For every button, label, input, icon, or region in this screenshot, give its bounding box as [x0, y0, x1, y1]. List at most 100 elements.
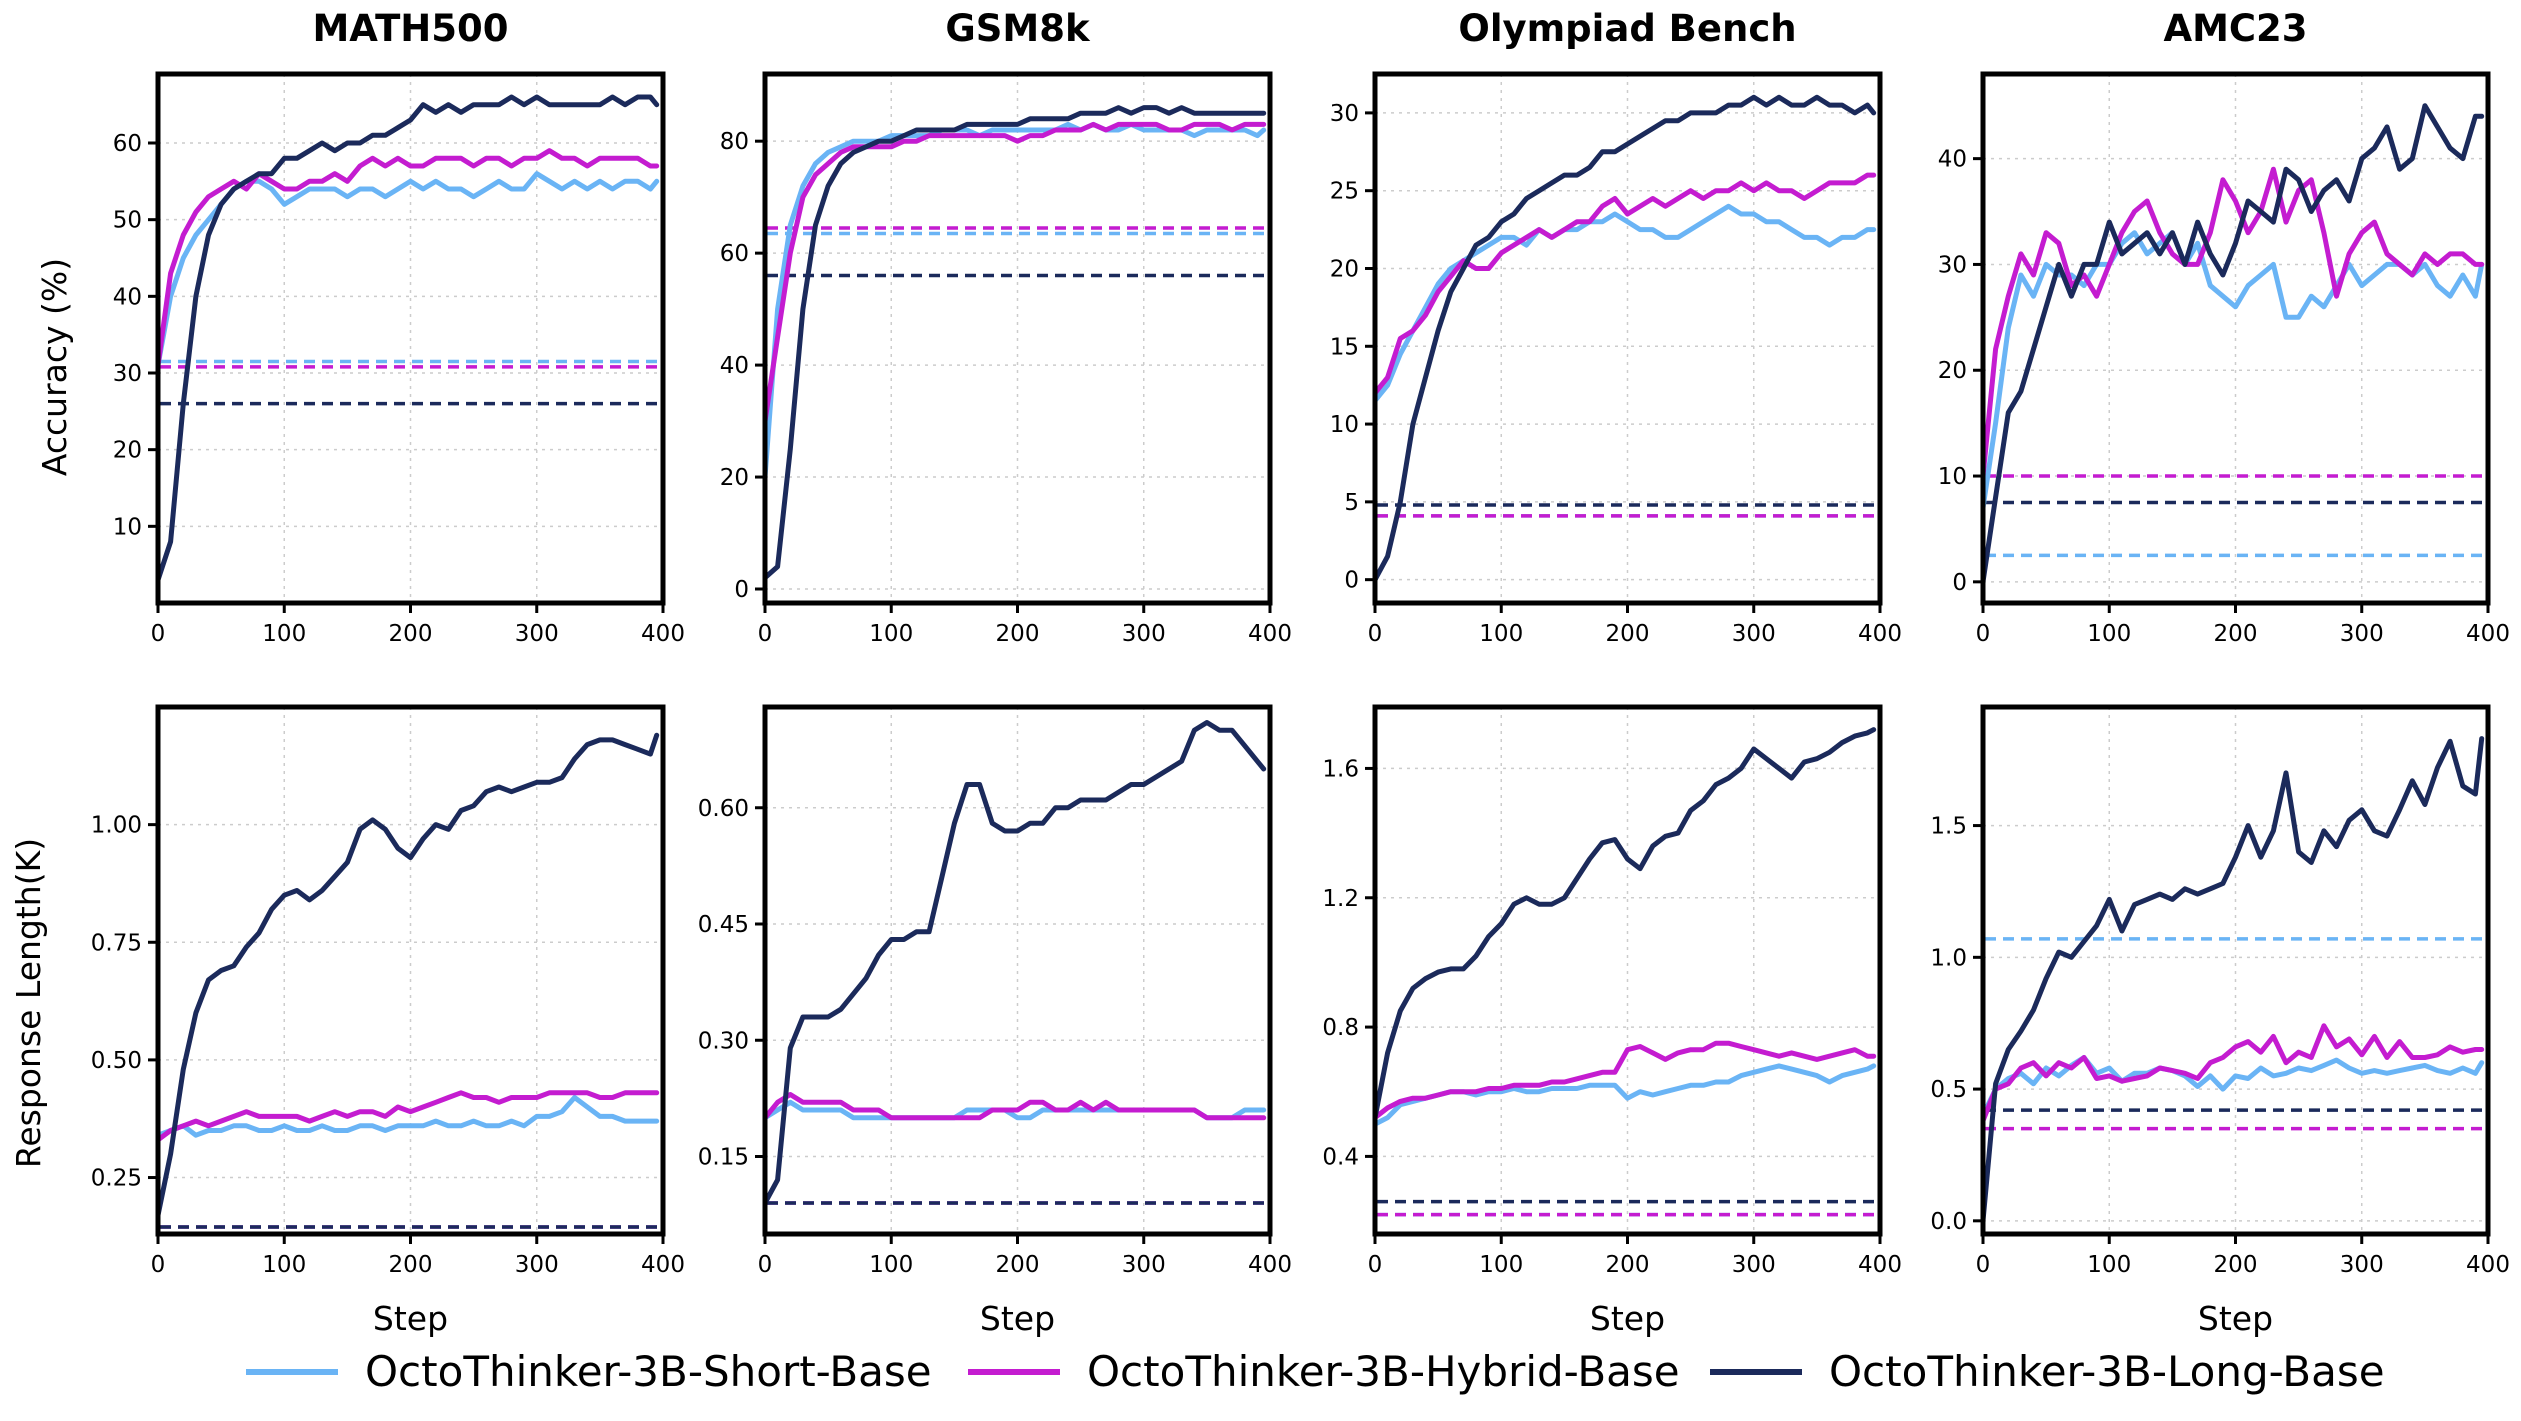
- x-tick-label: 300: [2340, 1252, 2384, 1278]
- y-tick-label: 1.2: [1322, 886, 1359, 912]
- y-tick-label: 40: [113, 284, 142, 310]
- x-tick-label: 0: [1368, 1252, 1383, 1278]
- y-tick-label: 60: [113, 131, 142, 157]
- x-tick-label: 400: [1858, 1252, 1902, 1278]
- y-tick-label: 1.5: [1930, 814, 1967, 840]
- y-tick-label: 0: [1344, 568, 1359, 594]
- y-tick-label: 10: [1938, 464, 1967, 490]
- y-tick-label: 0.50: [91, 1048, 142, 1074]
- y-tick-label: 60: [720, 241, 749, 267]
- x-tick-label: 0: [151, 621, 166, 647]
- y-tick-label: 0.45: [698, 912, 749, 938]
- series-short: [155, 1095, 660, 1138]
- x-tick-label: 400: [641, 621, 685, 647]
- legend: OctoThinker-3B-Short-Base OctoThinker-3B…: [246, 1347, 2385, 1396]
- x-tick-label: 0: [758, 1252, 773, 1278]
- x-tick-label: 100: [262, 1252, 306, 1278]
- x-tick-label: 200: [1606, 1252, 1650, 1278]
- panel-8: 0 100 200 300 400 0.0 0.5 1.0 1.5 Step: [1930, 704, 2510, 1338]
- y-tick-label: 0.4: [1322, 1144, 1359, 1170]
- x-tick-label: 200: [996, 621, 1040, 647]
- y-tick-label: 0.0: [1930, 1209, 1967, 1235]
- x-tick-label: 300: [1732, 621, 1776, 647]
- series-short: [762, 121, 1267, 480]
- panel-title: GSM8k: [945, 7, 1091, 50]
- y-tick-label: 10: [113, 514, 142, 540]
- y-tick-label: 0.15: [698, 1145, 749, 1171]
- panel-3: 0 100 200 300 400 0 5 10 15 20 25 30 Olympiad Bench: [1330, 7, 1902, 647]
- series-hybrid: [1980, 166, 2485, 479]
- series-long: [155, 732, 660, 1218]
- x-tick-label: 300: [2340, 621, 2384, 647]
- series-short: [1372, 1063, 1877, 1127]
- y-tick-label: 20: [1938, 358, 1967, 384]
- x-tick-label: 300: [515, 621, 559, 647]
- x-axis-label: Step: [1590, 1299, 1665, 1338]
- series-hybrid: [1372, 172, 1877, 396]
- y-tick-label: 0.8: [1322, 1015, 1359, 1041]
- x-tick-label: 400: [1248, 1252, 1292, 1278]
- series-long: [1372, 94, 1877, 583]
- x-tick-label: 100: [1479, 1252, 1523, 1278]
- x-tick-label: 100: [2087, 621, 2131, 647]
- y-tick-label: 5: [1344, 490, 1359, 516]
- legend-label-hybrid: OctoThinker-3B-Hybrid-Base: [1087, 1347, 1680, 1396]
- panel-4: 0 100 200 300 400 0 10 20 30 40 AMC23: [1938, 7, 2510, 647]
- x-tick-label: 200: [389, 1252, 433, 1278]
- series-long: [155, 94, 660, 583]
- x-tick-label: 0: [758, 621, 773, 647]
- y-tick-label: 80: [720, 129, 749, 155]
- panel-2: 0 100 200 300 400 0 20 40 60 80 GSM8k: [720, 7, 1292, 647]
- x-tick-label: 0: [1976, 621, 1991, 647]
- y-tick-label: 10: [1330, 412, 1359, 438]
- y-tick-label: 1.0: [1930, 945, 1967, 971]
- x-tick-label: 0: [1976, 1252, 1991, 1278]
- x-tick-label: 100: [1479, 621, 1523, 647]
- x-axis-label: Step: [373, 1299, 448, 1338]
- series-hybrid: [1372, 1040, 1877, 1121]
- x-tick-label: 400: [1248, 621, 1292, 647]
- series-short: [1372, 203, 1877, 404]
- x-tick-label: 300: [1122, 1252, 1166, 1278]
- y-tick-label: 40: [1938, 147, 1967, 173]
- y-tick-label: 20: [113, 438, 142, 464]
- x-tick-label: 300: [1122, 621, 1166, 647]
- series-hybrid: [1980, 1023, 2485, 1124]
- x-tick-label: 100: [2087, 1252, 2131, 1278]
- y-tick-label: 15: [1330, 334, 1359, 360]
- x-tick-label: 200: [2214, 1252, 2258, 1278]
- panel-7: 0 100 200 300 400 0.4 0.8 1.2 1.6 Step: [1322, 704, 1902, 1338]
- panel-title: MATH500: [312, 7, 508, 50]
- x-tick-label: 100: [869, 1252, 913, 1278]
- y-tick-label: 40: [720, 353, 749, 379]
- panel-6: 0 100 200 300 400 0.15 0.30 0.45 0.60 Step: [698, 704, 1292, 1338]
- y-tick-label: 30: [1938, 252, 1967, 278]
- x-tick-label: 400: [2466, 621, 2510, 647]
- series-long: [1980, 736, 2485, 1224]
- legend-label-long: OctoThinker-3B-Long-Base: [1829, 1347, 2385, 1396]
- panel-title: Olympiad Bench: [1458, 7, 1796, 50]
- y-tick-label: 1.00: [91, 813, 142, 839]
- ylabel-row-2: Response Length(K): [9, 838, 48, 1168]
- y-tick-label: 50: [113, 208, 142, 234]
- panel-title: AMC23: [2163, 7, 2307, 50]
- x-tick-label: 200: [389, 621, 433, 647]
- y-tick-label: 0: [1952, 570, 1967, 596]
- y-tick-label: 25: [1330, 179, 1359, 205]
- y-tick-label: 0.75: [91, 930, 142, 956]
- y-tick-label: 20: [1330, 256, 1359, 282]
- series-long: [1372, 727, 1877, 1121]
- x-tick-label: 300: [1732, 1252, 1776, 1278]
- x-tick-label: 100: [262, 621, 306, 647]
- series-short: [155, 171, 660, 368]
- x-tick-label: 200: [2214, 621, 2258, 647]
- series-hybrid: [762, 1092, 1267, 1121]
- ylabel-row-1: Accuracy (%): [35, 258, 74, 476]
- x-tick-label: 200: [1606, 621, 1650, 647]
- axes-frame: [762, 704, 1273, 1237]
- series-long: [762, 720, 1267, 1206]
- x-axis-label: Step: [980, 1299, 1055, 1338]
- x-tick-label: 0: [151, 1252, 166, 1278]
- x-tick-label: 300: [515, 1252, 559, 1278]
